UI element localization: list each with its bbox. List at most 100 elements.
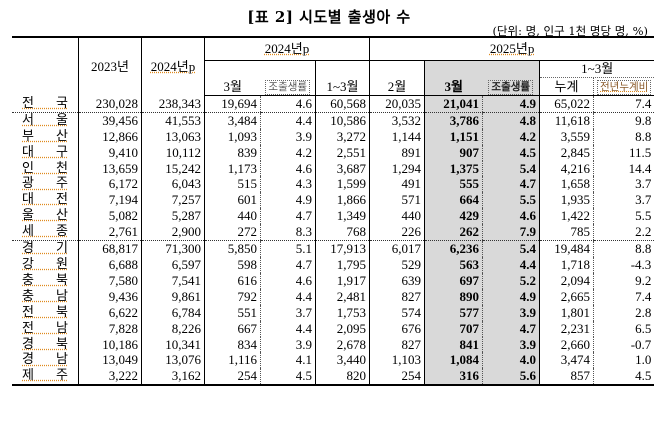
cell-m2-2025: 226 — [369, 224, 425, 242]
cell-yoy: 5.5 — [593, 208, 655, 225]
table-row: 세 종 2,761 2,900 272 8.3 768 226 262 7.9 785 2.2 — [12, 224, 655, 242]
table-row: 전 남 7,828 8,226 667 4.4 2,095 676 707 4.7 2,231 6.… — [12, 320, 655, 337]
region-name: 전 국 — [12, 95, 79, 113]
cell-q1-2025: 857 — [539, 368, 594, 387]
cbr-2024-label: 조출생률 — [265, 79, 311, 95]
cell-cbr-2025: 3.9 — [482, 336, 540, 353]
cell-m2-2025: 827 — [369, 336, 425, 353]
cell-y2024: 238,343 — [141, 95, 205, 113]
cell-m2-2025: 827 — [369, 288, 425, 305]
cell-y2024: 7,257 — [141, 192, 205, 209]
cell-q1-2025: 11,618 — [539, 112, 594, 129]
region-label: 세 종 — [22, 224, 68, 240]
cell-cbr-2024: 4.4 — [260, 320, 316, 337]
cell-cbr-2025: 4.7 — [482, 320, 540, 337]
cell-yoy: 3.7 — [593, 192, 655, 209]
cell-cbr-2025: 7.9 — [482, 224, 540, 242]
cell-yoy: 2.2 — [593, 224, 655, 242]
cell-m3-2025: 1,151 — [424, 128, 483, 145]
cell-q1-2024: 1,795 — [315, 256, 370, 273]
cell-q1-2024: 10,586 — [315, 112, 370, 129]
cell-y2024: 13,063 — [141, 128, 205, 145]
header-cbr-2025: 조출생률 — [482, 60, 540, 96]
cell-y2024: 10,341 — [141, 336, 205, 353]
region-name: 전 남 — [12, 321, 79, 337]
cbr-2025-label: 조출생률 — [488, 79, 534, 95]
cell-m3-2024: 792 — [204, 288, 261, 305]
cell-yoy: 3.7 — [593, 176, 655, 193]
cell-y2024: 2,900 — [141, 224, 205, 242]
cell-cbr-2024: 4.2 — [260, 144, 316, 161]
region-name: 서 울 — [12, 112, 79, 128]
cell-m3-2024: 667 — [204, 320, 261, 337]
cell-q1-2025: 65,022 — [539, 95, 594, 113]
header-2024-label: 2024년p — [150, 58, 196, 74]
cell-cbr-2025: 3.9 — [482, 304, 540, 321]
cell-cbr-2025: 4.8 — [482, 112, 540, 129]
cell-yoy: 1.0 — [593, 352, 655, 369]
cell-q1-2025: 1,718 — [539, 256, 594, 273]
cell-y2023: 13,659 — [78, 160, 142, 177]
region-label: 강 원 — [22, 256, 68, 272]
region-name: 경 남 — [12, 352, 79, 368]
cell-cbr-2024: 4.4 — [260, 288, 316, 305]
cell-y2024: 41,553 — [141, 112, 205, 129]
cell-m3-2024: 551 — [204, 304, 261, 321]
header-q1-2024: 1~3월 — [315, 60, 370, 96]
cell-m2-2025: 529 — [369, 256, 425, 273]
cell-q1-2024: 1,917 — [315, 272, 370, 289]
table-row: 경 기 68,817 71,300 5,850 5.1 17,913 6,017 6,236 5… — [12, 240, 655, 257]
region-name: 경 기 — [12, 241, 79, 257]
cell-y2023: 7,580 — [78, 272, 142, 289]
header-yoy: 전년누계비 — [593, 77, 655, 96]
header-2024: 2024년p — [141, 35, 205, 96]
table-row: 대 전 7,194 7,257 601 4.9 1,866 571 664 5.5 1,935 3.… — [12, 192, 655, 209]
cell-cbr-2025: 5.5 — [482, 192, 540, 209]
cell-yoy: 9.8 — [593, 112, 655, 129]
cell-m3-2024: 834 — [204, 336, 261, 353]
cell-q1-2025: 1,658 — [539, 176, 594, 193]
region-label: 부 산 — [22, 128, 68, 144]
cell-yoy: 14.4 — [593, 160, 655, 177]
cell-y2024: 15,242 — [141, 160, 205, 177]
cell-m3-2025: 841 — [424, 336, 483, 353]
cell-cbr-2024: 4.7 — [260, 208, 316, 225]
cell-m3-2024: 5,850 — [204, 240, 261, 257]
cell-m3-2025: 3,786 — [424, 112, 483, 129]
cell-m3-2024: 1,116 — [204, 352, 261, 369]
cell-yoy: 8.8 — [593, 240, 655, 257]
cell-m3-2024: 254 — [204, 368, 261, 387]
cell-m3-2025: 429 — [424, 208, 483, 225]
cell-y2023: 5,082 — [78, 208, 142, 225]
cell-cbr-2025: 4.0 — [482, 352, 540, 369]
cell-q1-2024: 2,095 — [315, 320, 370, 337]
cell-cbr-2025: 4.9 — [482, 95, 540, 113]
cell-y2023: 9,436 — [78, 288, 142, 305]
births-by-region-table: 2023년 2024년p 2024년p 2025년p 3월 조출생률 1~3월 … — [12, 35, 655, 387]
cell-y2024: 3,162 — [141, 368, 205, 387]
cell-q1-2024: 1,753 — [315, 304, 370, 321]
cell-y2024: 8,226 — [141, 320, 205, 337]
cell-cbr-2024: 4.5 — [260, 368, 316, 387]
cell-q1-2025: 1,422 — [539, 208, 594, 225]
table-row: 강 원 6,688 6,597 598 4.7 1,795 529 563 4.4 1,718 -4… — [12, 256, 655, 273]
cell-q1-2024: 820 — [315, 368, 370, 387]
header-region — [12, 35, 79, 96]
cell-yoy: -0.7 — [593, 336, 655, 353]
cell-q1-2024: 1,866 — [315, 192, 370, 209]
cell-q1-2025: 3,474 — [539, 352, 594, 369]
cell-cbr-2025: 4.4 — [482, 256, 540, 273]
cell-m3-2024: 601 — [204, 192, 261, 209]
cell-m3-2025: 707 — [424, 320, 483, 337]
cell-y2024: 5,287 — [141, 208, 205, 225]
table-body: 전 국 230,028 238,343 19,694 4.6 60,568 20,035 21… — [12, 95, 655, 387]
cell-q1-2025: 2,660 — [539, 336, 594, 353]
cell-m3-2025: 697 — [424, 272, 483, 289]
cell-cbr-2024: 5.1 — [260, 240, 316, 257]
cell-m2-2025: 6,017 — [369, 240, 425, 257]
region-name: 인 천 — [12, 161, 79, 177]
cell-m2-2025: 676 — [369, 320, 425, 337]
cell-q1-2025: 19,484 — [539, 240, 594, 257]
region-name: 대 전 — [12, 192, 79, 208]
table-title: [표 2] 시도별 출생아 수 — [247, 8, 411, 26]
